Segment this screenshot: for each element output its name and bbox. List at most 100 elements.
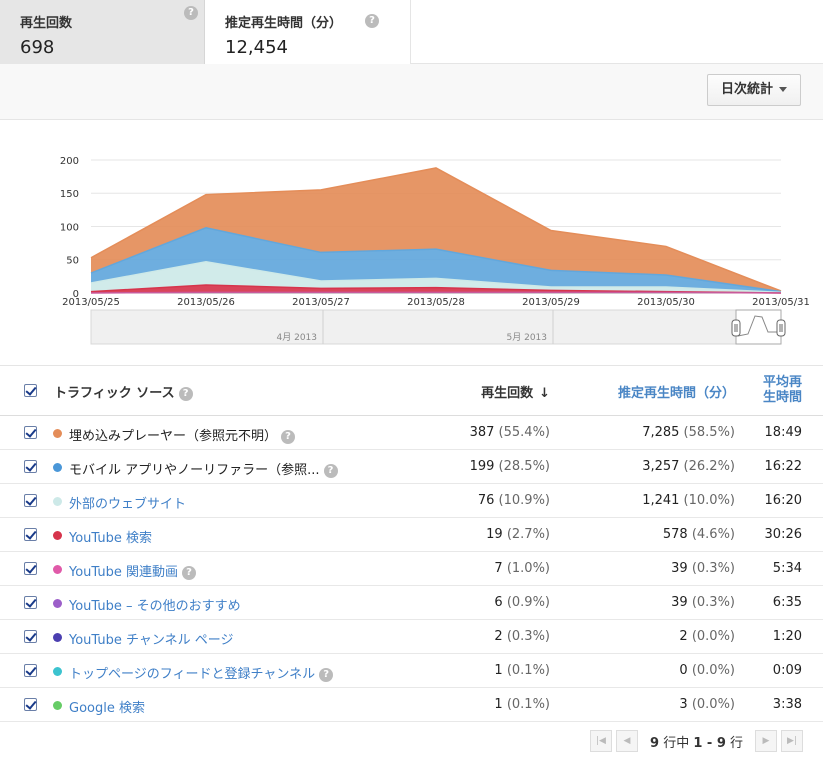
period-dropdown-label: 日次統計 (721, 82, 774, 97)
source-name: 埋め込みプレーヤー（参照元不明）? (69, 425, 296, 444)
x-tick-label: 2013/05/25 (62, 297, 120, 308)
watch-time-percent: (0.0%) (691, 629, 735, 644)
views-value: 1 (494, 697, 503, 712)
metric-tab-watch-time[interactable]: 推定再生時間（分） 12,454 ? (205, 0, 411, 64)
series-area (91, 261, 781, 293)
views-cell: 199 (28.5%) (470, 459, 550, 474)
row-checkbox[interactable] (24, 426, 37, 439)
table-header: トラフィック ソース? 再生回数 ↓ 推定再生時間（分） 平均再 生時間 (0, 366, 823, 416)
row-checkbox[interactable] (24, 460, 37, 473)
views-cell: 1 (0.1%) (494, 697, 550, 712)
row-checkbox[interactable] (24, 630, 37, 643)
source-name: モバイル アプリやノーリファラー（参照...? (69, 459, 338, 478)
source-name[interactable]: トップページのフィードと登録チャンネル? (69, 663, 334, 682)
source-label[interactable]: YouTube チャンネル ページ (69, 633, 234, 648)
watch-time-percent: (0.3%) (691, 595, 735, 610)
table-row: YouTube 検索 19 (2.7%) 578 (4.6%) 30:26 (0, 518, 823, 552)
header-source[interactable]: トラフィック ソース? (54, 382, 193, 401)
row-checkbox[interactable] (24, 494, 37, 507)
first-page-icon[interactable]: |◀ (590, 730, 612, 752)
pager-mid: 行中 (663, 736, 690, 751)
avg-duration-cell: 16:20 (764, 493, 802, 508)
metric-tab-views[interactable]: 再生回数 698 ? (0, 0, 205, 64)
watch-time-cell: 2 (0.0%) (679, 629, 735, 644)
watch-time-percent: (0.3%) (691, 561, 735, 576)
help-icon[interactable]: ? (184, 6, 198, 20)
views-value: 1 (494, 663, 503, 678)
help-icon[interactable]: ? (319, 667, 334, 682)
metric-value: 698 (20, 37, 55, 58)
views-percent: (10.9%) (498, 493, 550, 508)
row-checkbox[interactable] (24, 698, 37, 711)
source-name[interactable]: Google 検索 (69, 697, 145, 716)
header-avg-line2: 生時間 (762, 390, 802, 405)
header-views-label: 再生回数 (481, 386, 534, 401)
views-percent: (28.5%) (498, 459, 550, 474)
header-avg-duration[interactable]: 平均再 生時間 (752, 375, 802, 405)
avg-duration-cell: 0:09 (772, 663, 802, 678)
source-label[interactable]: YouTube – その他のおすすめ (69, 599, 241, 614)
row-checkbox[interactable] (24, 664, 37, 677)
help-icon[interactable]: ? (178, 386, 193, 401)
row-checkbox[interactable] (24, 528, 37, 541)
header-source-label: トラフィック ソース (54, 386, 175, 401)
source-label[interactable]: YouTube 検索 (69, 531, 152, 546)
traffic-area-chart[interactable]: 0 50 100 150 200 2013/05/25 2013/05/26 2013/05/… (0, 120, 823, 366)
metric-tabs: 再生回数 698 ? 推定再生時間（分） 12,454 ? (0, 0, 823, 64)
views-cell: 2 (0.3%) (494, 629, 550, 644)
source-label[interactable]: 外部のウェブサイト (69, 497, 187, 512)
next-page-icon[interactable]: ▶ (755, 730, 777, 752)
watch-time-percent: (58.5%) (683, 425, 735, 440)
row-checkbox[interactable] (24, 596, 37, 609)
help-icon[interactable]: ? (281, 429, 296, 444)
views-value: 19 (486, 527, 503, 542)
watch-time-percent: (10.0%) (683, 493, 735, 508)
row-checkbox[interactable] (24, 562, 37, 575)
navigator-month-label: 4月 2013 (277, 332, 318, 343)
views-value: 7 (494, 561, 503, 576)
source-label[interactable]: YouTube 関連動画 (69, 565, 178, 580)
last-page-icon[interactable]: ▶| (781, 730, 803, 752)
help-icon[interactable]: ? (323, 463, 338, 478)
views-value: 76 (477, 493, 495, 508)
navigator-handle (731, 319, 741, 337)
prev-page-icon[interactable]: ◀ (616, 730, 638, 752)
help-icon[interactable]: ? (365, 14, 379, 28)
source-name[interactable]: YouTube – その他のおすすめ (69, 595, 241, 614)
watch-time-value: 2 (679, 629, 688, 644)
traffic-chart: 0 50 100 150 200 2013/05/25 2013/05/26 2013/05/… (0, 120, 823, 366)
source-name[interactable]: YouTube 関連動画? (69, 561, 196, 580)
header-avg-line1: 平均再 (762, 375, 802, 390)
metric-value: 12,454 (225, 37, 288, 58)
views-percent: (2.7%) (506, 527, 550, 542)
pager-suffix: 行 (730, 736, 744, 751)
source-label: 埋め込みプレーヤー（参照元不明） (69, 429, 278, 444)
source-name[interactable]: YouTube チャンネル ページ (69, 629, 233, 648)
period-dropdown[interactable]: 日次統計 (707, 74, 801, 106)
help-icon[interactable]: ? (182, 565, 196, 580)
source-name[interactable]: YouTube 検索 (69, 527, 152, 546)
series-area (91, 167, 781, 292)
metric-label: 推定再生時間（分） (225, 16, 343, 31)
source-name[interactable]: 外部のウェブサイト (69, 493, 186, 512)
source-label[interactable]: Google 検索 (69, 701, 145, 716)
table-row: 埋め込みプレーヤー（参照元不明）? 387 (55.4%) 7,285 (58.5%… (0, 416, 823, 450)
header-watch-time[interactable]: 推定再生時間（分） (617, 386, 735, 401)
views-percent: (0.9%) (506, 595, 550, 610)
avg-duration-cell: 16:22 (764, 459, 802, 474)
x-tick-label: 2013/05/28 (407, 297, 465, 308)
source-label[interactable]: トップページのフィードと登録チャンネル (69, 667, 316, 682)
views-value: 199 (469, 459, 495, 474)
x-tick-label: 2013/05/29 (522, 297, 580, 308)
select-all-checkbox[interactable] (24, 384, 37, 397)
watch-time-cell: 578 (4.6%) (663, 527, 735, 542)
header-views[interactable]: 再生回数 ↓ (481, 382, 550, 401)
views-cell: 6 (0.9%) (494, 595, 550, 610)
y-tick-label: 50 (66, 256, 79, 267)
navigator-selection (735, 309, 782, 345)
views-cell: 1 (0.1%) (494, 663, 550, 678)
series-line (90, 260, 782, 294)
watch-time-percent: (26.2%) (683, 459, 735, 474)
pagination: |◀ ◀ 9 行中 1 - 9 行 ▶ ▶| (0, 722, 823, 760)
x-tick-label: 2013/05/26 (177, 297, 235, 308)
